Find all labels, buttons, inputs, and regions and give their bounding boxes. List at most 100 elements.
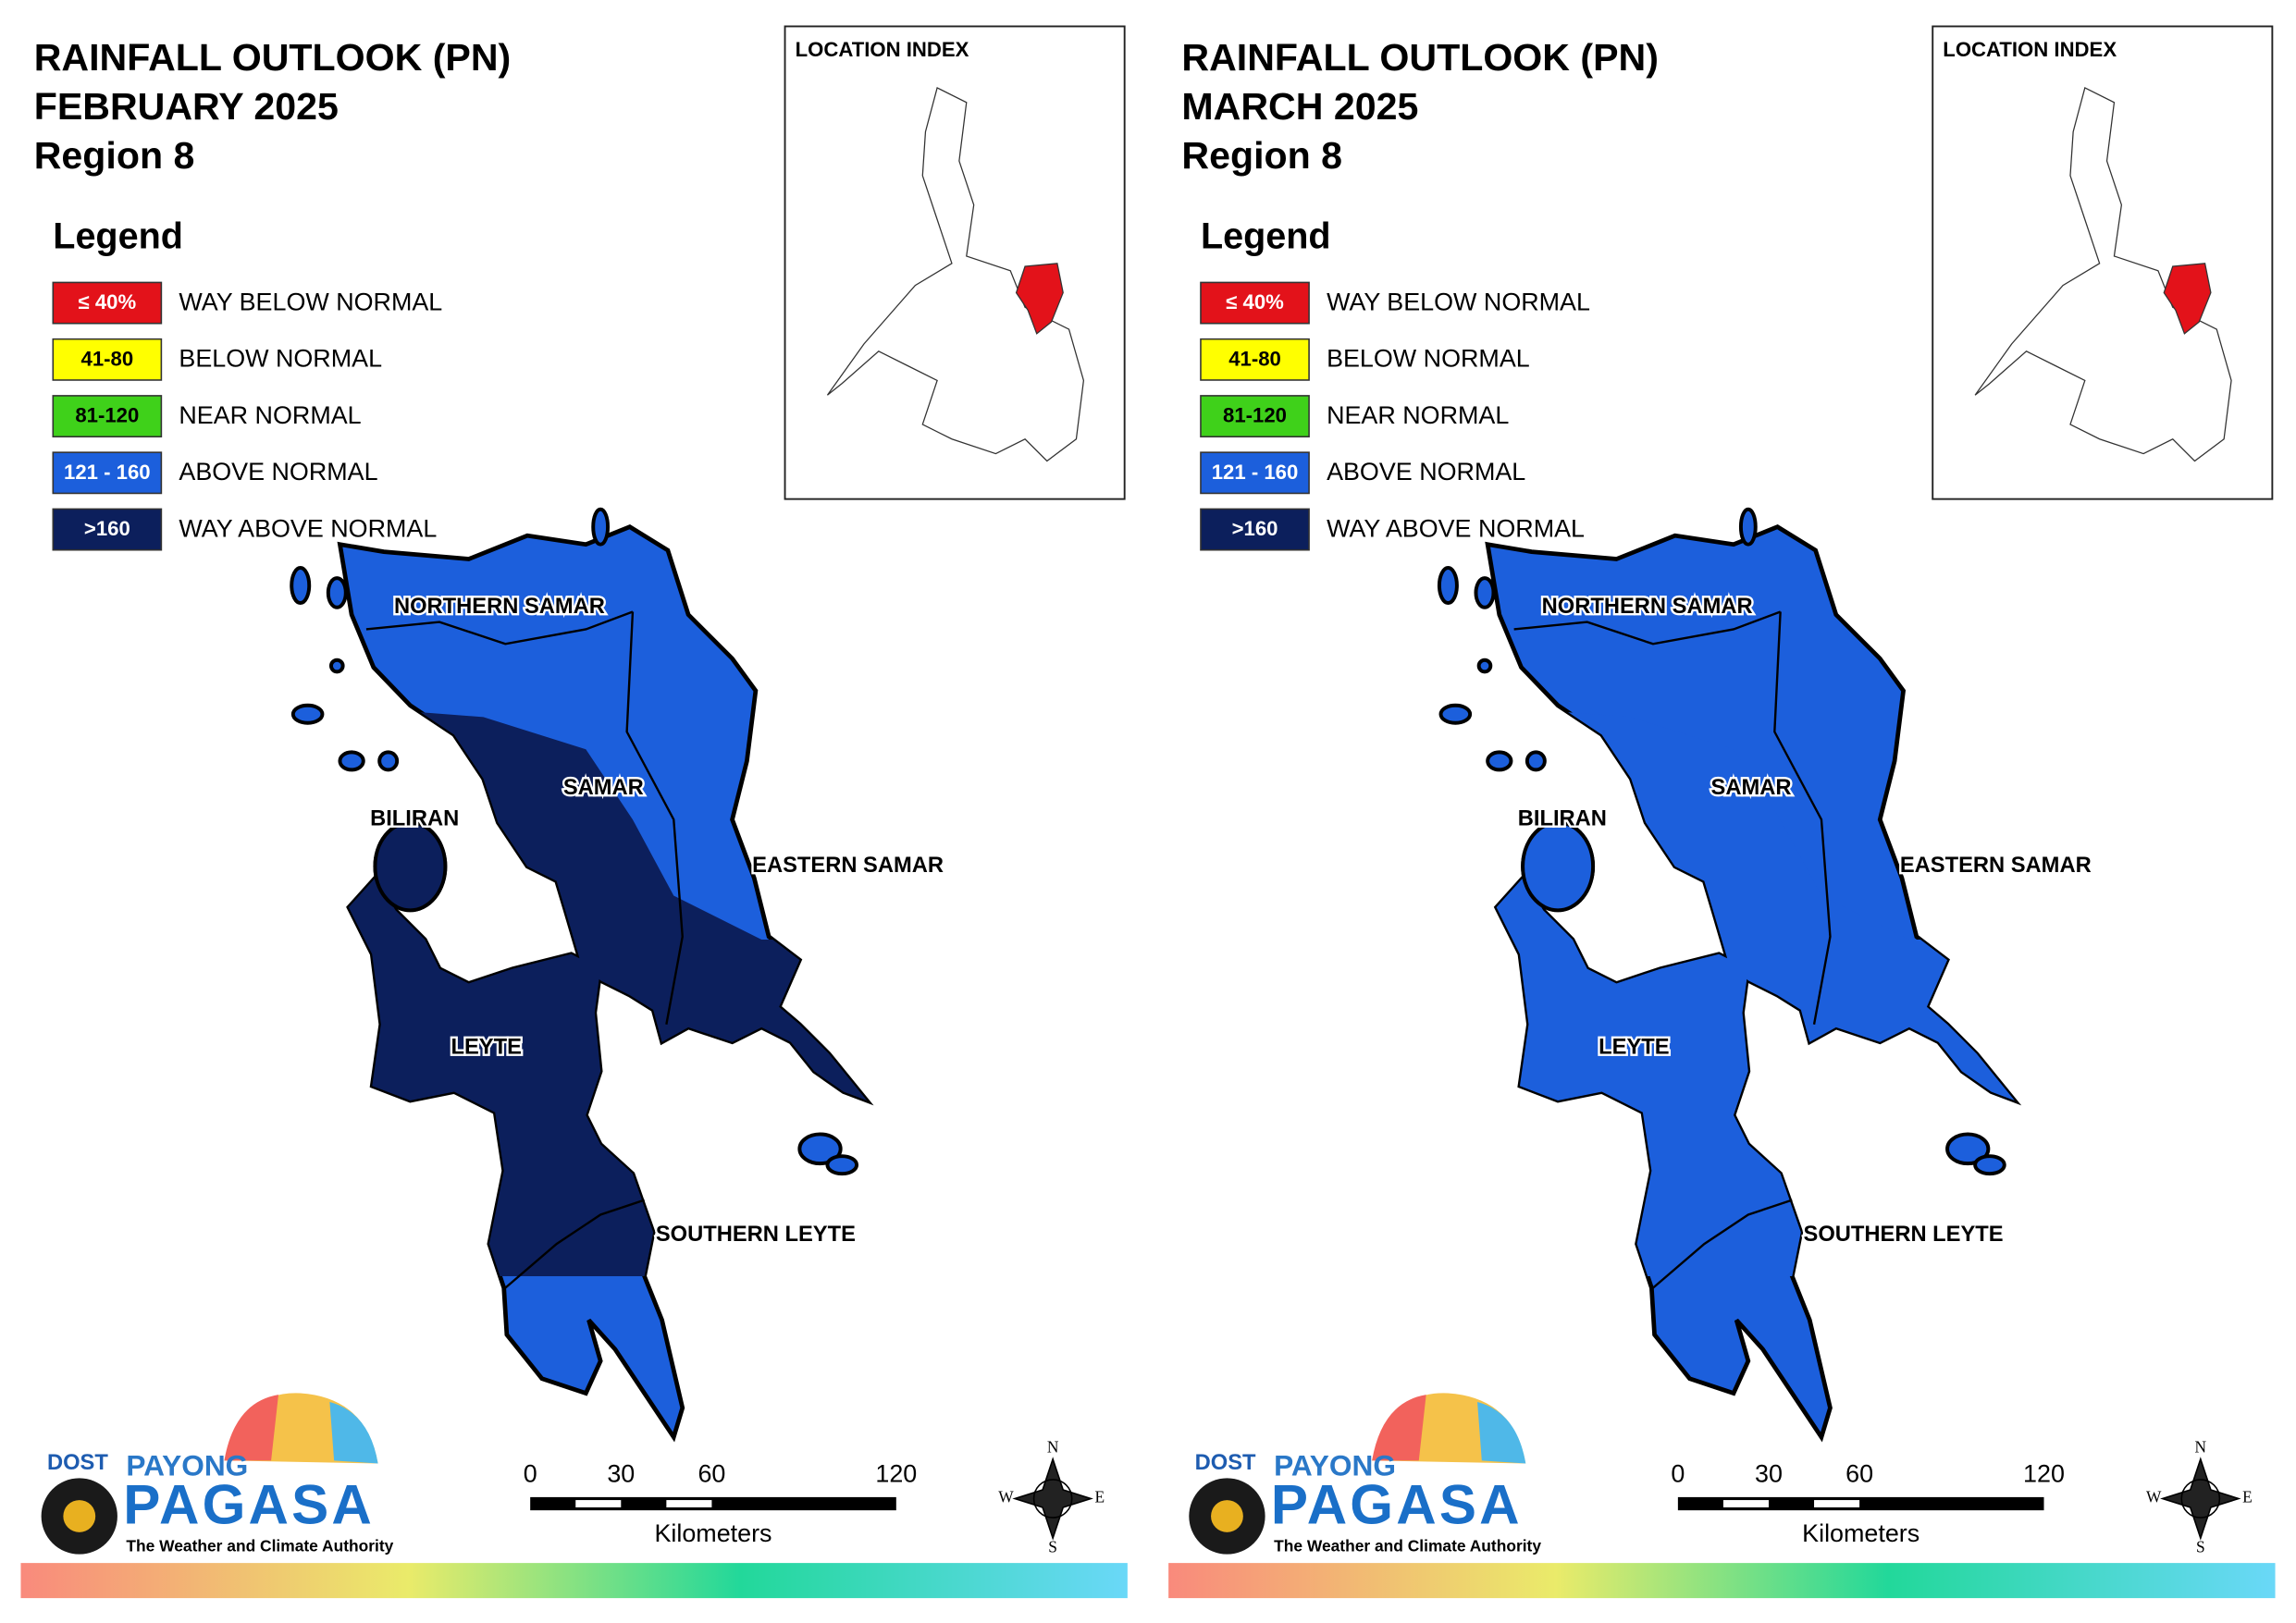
biliran-island [373, 820, 448, 913]
islet [326, 576, 348, 609]
province-boundary [504, 1199, 645, 1289]
map-title: Region 8 [34, 134, 195, 177]
legend-label: WAY BELOW NORMAL [1327, 288, 1590, 315]
footer-band [1168, 1563, 2276, 1599]
scale-bar-gap [1722, 1500, 1769, 1507]
biliran-island [1521, 820, 1596, 913]
logo-umbrella-right [329, 1402, 378, 1464]
scale-tick: 60 [697, 1459, 725, 1487]
logo-pagasa: PAGASA [1271, 1473, 1523, 1535]
scale-bar-gap [1814, 1500, 1860, 1507]
legend-swatch [1200, 508, 1310, 551]
legend-range: 121 - 160 [1212, 461, 1299, 484]
province-boundary [365, 610, 634, 646]
islet [290, 566, 312, 605]
logo-seal-inner [63, 1500, 96, 1532]
logo-tagline: The Weather and Climate Authority [126, 1536, 393, 1555]
legend-swatch [52, 451, 163, 495]
province-label: SAMAR [563, 776, 644, 800]
legend-label: ABOVE NORMAL [179, 458, 377, 486]
logo-dost: DOST [1195, 1451, 1256, 1475]
islet [797, 1132, 843, 1166]
compass-letter: N [1047, 1438, 1059, 1457]
legend-swatch [52, 395, 163, 438]
compass-letter: S [2196, 1537, 2205, 1555]
islet [1486, 750, 1513, 772]
map-title: Region 8 [1181, 134, 1342, 177]
islet [328, 658, 345, 674]
province-label: EASTERN SAMAR [1900, 854, 2092, 878]
logo-payong: PAYONG [1274, 1449, 1396, 1482]
compass-letter: S [1048, 1537, 1057, 1555]
scale-unit: Kilometers [654, 1519, 772, 1547]
scale-tick: 30 [607, 1459, 635, 1487]
legend-range: ≤ 40% [79, 290, 137, 314]
islet [1437, 566, 1459, 605]
legend-label: BELOW NORMAL [1327, 345, 1530, 373]
compass-letter: W [998, 1487, 1014, 1506]
location-index-title: LOCATION INDEX [796, 38, 969, 61]
region-8-highlight [1015, 263, 1064, 335]
scale-tick: 0 [524, 1459, 537, 1487]
legend-swatch [1200, 451, 1310, 495]
islet [377, 750, 400, 772]
compass-rose [2160, 1457, 2241, 1541]
map-title: MARCH 2025 [1181, 85, 1418, 128]
scale-bar-gap [575, 1500, 622, 1507]
logo-umbrella-right [1477, 1402, 1526, 1464]
islet [591, 507, 611, 547]
compass-rose [1012, 1457, 1093, 1541]
legend-swatch [1200, 281, 1310, 325]
panel: RAINFALL OUTLOOK (PN) MARCH 2025 Region 8 L… [1168, 25, 2276, 1599]
province-label: SAMAR [1711, 776, 1792, 800]
compass-letter: E [1094, 1487, 1105, 1506]
legend-title: Legend [1201, 215, 1331, 256]
logo-dost: DOST [47, 1451, 108, 1475]
legend-range: >160 [1232, 517, 1278, 540]
legend-range: >160 [84, 517, 130, 540]
scale-tick: 120 [2023, 1459, 2065, 1487]
legend-swatch [52, 508, 163, 551]
compass-letter: W [2146, 1487, 2162, 1506]
scale-tick: 60 [1845, 1459, 1873, 1487]
legend-range: 81-120 [75, 404, 139, 427]
compass-ring [1032, 1479, 1073, 1518]
legend-swatch [1200, 395, 1310, 438]
islet [1738, 507, 1758, 547]
province-label: BILIRAN [1518, 806, 1607, 830]
map-title: RAINFALL OUTLOOK (PN) [1181, 36, 1659, 79]
province-boundary [1513, 610, 1782, 646]
map-title: FEBRUARY 2025 [34, 85, 339, 128]
islet [1474, 576, 1496, 609]
legend-title: Legend [53, 215, 183, 256]
islet [1438, 703, 1473, 725]
islet [338, 750, 365, 772]
province-label: SOUTHERN LEYTE [656, 1223, 856, 1247]
legend-range: 81-120 [1223, 404, 1287, 427]
philippines-outline [1974, 87, 2232, 462]
province-boundary [1652, 1199, 1793, 1289]
footer-band [20, 1563, 1128, 1599]
province-label: NORTHERN SAMAR [394, 595, 605, 619]
logo-pagasa: PAGASA [123, 1473, 375, 1535]
map-title: RAINFALL OUTLOOK (PN) [34, 36, 512, 79]
legend-range: 121 - 160 [64, 461, 151, 484]
scale-unit: Kilometers [1802, 1519, 1920, 1547]
logo-umbrella-left [1372, 1395, 1426, 1461]
legend-label: BELOW NORMAL [179, 345, 382, 373]
scale-bar-gap [666, 1500, 712, 1507]
legend-label: NEAR NORMAL [1327, 401, 1509, 429]
province-boundary [625, 611, 684, 1025]
compass-letter: E [2242, 1487, 2253, 1506]
province-boundary [1773, 611, 1832, 1025]
legend-label: ABOVE NORMAL [1327, 458, 1525, 486]
compass-letter: N [2195, 1438, 2207, 1457]
scale-tick: 30 [1755, 1459, 1783, 1487]
panel: RAINFALL OUTLOOK (PN) FEBRUARY 2025 Region… [20, 25, 1128, 1599]
compass-ring [2180, 1479, 2221, 1518]
logo-umbrella-left [224, 1395, 278, 1461]
scale-bar [530, 1496, 896, 1511]
legend-label: NEAR NORMAL [179, 401, 361, 429]
province-label: LEYTE [451, 1035, 521, 1059]
